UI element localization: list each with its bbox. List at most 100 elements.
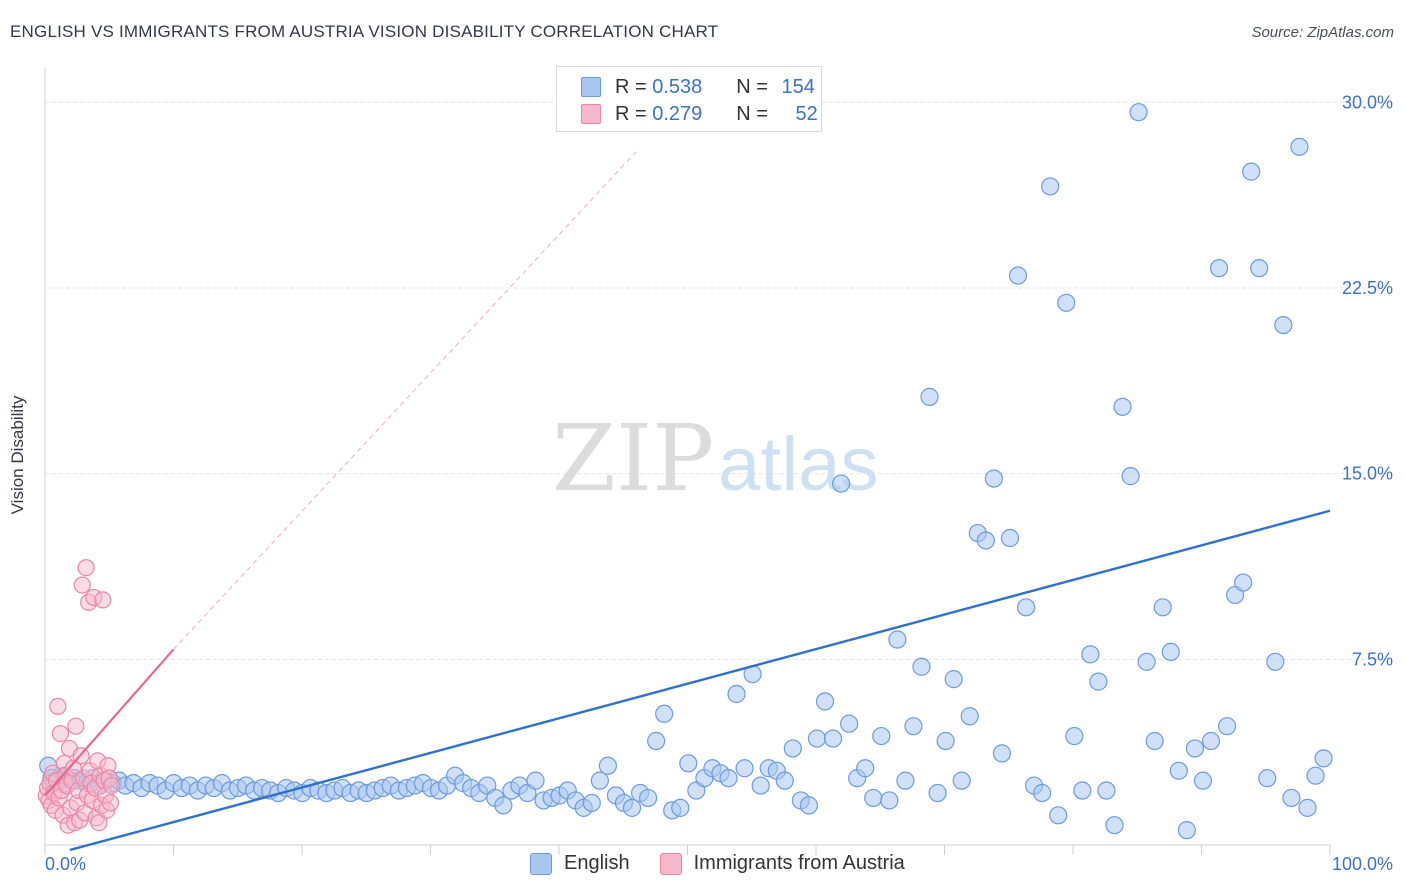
english-point [1089,672,1108,691]
english-point [1314,749,1333,768]
english-point [944,670,963,689]
english-legend-label: English [564,852,630,874]
english-point [1057,293,1076,312]
english-point [799,796,819,815]
english-point [928,783,947,803]
austria-point [101,794,120,812]
english-point [671,798,690,817]
english-point [1033,783,1052,803]
english-point [1185,739,1205,758]
english-n-label: N = [736,75,768,98]
english-point [1161,642,1180,661]
english-point [1049,806,1068,825]
austria-r-label: R = [615,102,647,125]
english-point [807,729,827,748]
english-swatch [581,77,601,97]
austria-legend-swatch [659,852,682,875]
english-point [1209,259,1229,278]
legend-item-english: English [530,852,630,875]
x-tick-label: 0.0% [45,854,86,874]
english-point [1041,177,1060,196]
austria-point [51,724,70,743]
english-point [952,771,971,790]
english-point [1105,816,1124,835]
english-point [582,793,601,813]
english-point [864,788,883,808]
english-point [494,796,513,815]
english-point [880,791,899,810]
english-r-label: R = [615,75,647,98]
english-point [783,739,802,758]
austria-n-label: N = [736,102,768,125]
austria-n-value: 52 [795,102,818,125]
correlation-legend: R = 0.538 N = 154 R = 0.279 N = 52 [556,66,822,132]
legend-row-english: R = 0.538 N = 154 [581,75,815,99]
austria-point [90,814,108,832]
english-point [1258,769,1277,788]
austria-point [77,559,95,577]
english-point [647,731,666,751]
english-point [823,729,843,748]
english-point [1121,467,1140,486]
english-point [719,769,738,788]
english-point [751,776,770,795]
watermark-zip: ZIP [552,405,714,512]
english-point [1274,315,1293,335]
legend-item-austria: Immigrants from Austria [659,852,905,875]
english-point [1137,652,1156,671]
english-point [1266,652,1285,671]
english-point [904,717,923,736]
english-point [1250,259,1269,278]
english-point [912,657,931,676]
austria-point [64,759,82,777]
english-point [1145,731,1164,751]
austria-legend-label: Immigrants from Austria [693,852,905,874]
english-point [526,771,545,790]
english-point [1193,771,1213,790]
english-point [976,531,995,550]
english-point [598,756,617,775]
austria-swatch [581,104,601,124]
english-n-value: 154 [781,75,815,98]
english-point [679,754,698,773]
english-point [1234,573,1253,592]
english-point [1242,162,1261,181]
austria-point [94,591,112,609]
english-point [1217,717,1237,736]
english-point [1073,781,1092,800]
english-point [1129,103,1148,122]
english-point [655,704,674,723]
x-tick-label: 100.0% [1332,854,1393,874]
english-point [831,474,851,493]
english-point [1298,798,1317,817]
english-point [1177,821,1196,840]
english-point [840,714,859,733]
y-tick-label: 22.5% [1342,278,1393,298]
english-legend-swatch [530,852,552,875]
english-point [856,759,875,778]
english-point [1065,726,1084,746]
austria-point [103,776,121,795]
english-point [622,798,642,817]
english-point [775,771,794,790]
english-point [936,731,955,751]
english-point [1113,397,1132,416]
english-point [815,692,835,711]
english-trend-line [69,509,1331,852]
english-point [590,771,609,790]
english-point [1201,731,1221,751]
austria-point [73,576,91,594]
english-r-value: 0.538 [652,75,703,98]
english-point [1153,598,1172,617]
english-point [896,771,915,790]
austria-trend-extension [173,151,637,650]
english-point [960,707,979,726]
y-tick-label: 15.0% [1342,464,1393,484]
english-point [727,684,746,704]
watermark-atlas: atlas [718,422,879,507]
english-point [1306,766,1325,785]
source-label: Source: ZipAtlas.com [1251,24,1394,41]
chart-title: ENGLISH VS IMMIGRANTS FROM AUSTRIA VISIO… [10,22,719,41]
zipatlas-watermark: ZIP atlas [552,405,879,512]
